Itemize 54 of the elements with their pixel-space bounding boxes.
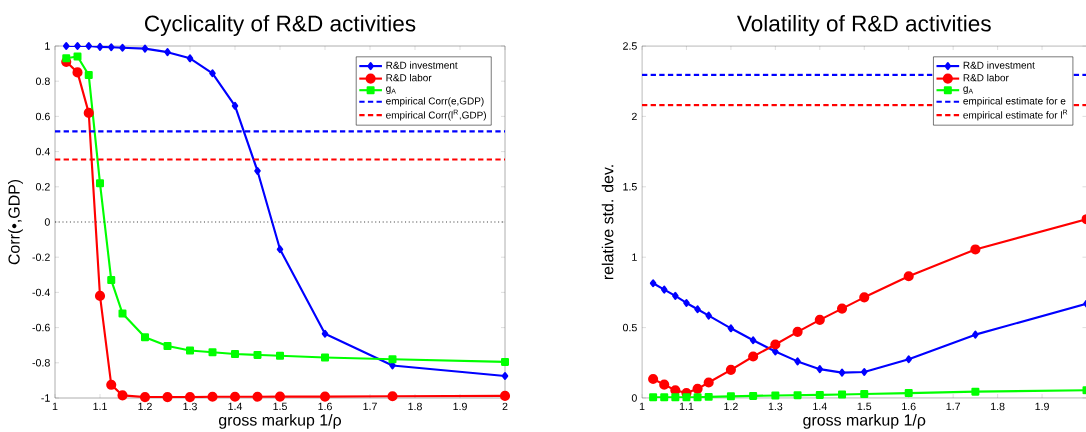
y-axis-title: relative std. dev. <box>601 165 614 280</box>
y-tick-label: 0.6 <box>35 112 50 121</box>
legend-label: empirical Corr(e,GDP) <box>386 97 484 107</box>
y-tick-label: 1 <box>45 42 50 50</box>
y-tick-label: 0 <box>44 218 50 226</box>
x-tick-label: 1.2 <box>724 402 738 411</box>
y-tick-label: -0.8 <box>32 359 50 367</box>
x-tick-label: 1 <box>52 402 58 410</box>
x-tick-label: 2 <box>502 402 508 411</box>
x-tick-label: 1.5 <box>273 402 287 411</box>
legend-label: empirical Corr(l$^{R}$,GDP) <box>386 109 486 121</box>
y-tick-label: 2 <box>631 112 637 121</box>
x-tick-label: 1.4 <box>228 402 243 410</box>
legend-label: g$_{A}$ <box>963 86 974 94</box>
y-tick-label: 1 <box>632 253 637 261</box>
x-tick-label: 1.2 <box>138 402 152 411</box>
x-axis-title: gross markup 1/ρ <box>218 414 342 429</box>
y-tick-label: -0.6 <box>32 323 50 332</box>
y-tick-label: 2.5 <box>623 42 637 50</box>
y-tick-label: 0.2 <box>35 183 50 191</box>
legend-label: R&D labor <box>963 74 1009 82</box>
legend-label: g$_{A}$ <box>386 86 396 94</box>
x-tick-label: 1.7 <box>946 402 961 410</box>
chart-title: Cyclicality of R&D activities <box>145 14 416 36</box>
y-tick-label: 0.5 <box>622 323 637 332</box>
x-tick-label: 1.9 <box>453 402 467 411</box>
y-tick-label: 0 <box>631 394 637 402</box>
x-tick-label: 1.9 <box>1035 402 1049 411</box>
x-tick-label: 1.6 <box>318 402 332 411</box>
y-axis-title: Corr(•,GDP) <box>8 179 23 265</box>
x-axis-title: gross markup 1/ρ <box>803 414 926 429</box>
chart-title: Volatility of R&D activities <box>736 14 991 36</box>
legend-label: R&D investment <box>386 61 458 69</box>
y-tick-label: -1 <box>41 394 50 402</box>
y-tick-label: -0.2 <box>32 253 50 261</box>
x-tick-label: 1.5 <box>857 402 872 411</box>
legend-label: empirical estimate for e <box>963 97 1066 107</box>
y-tick-label: 1.5 <box>623 183 637 191</box>
x-tick-label: 1.8 <box>408 402 422 411</box>
x-tick-label: 1 <box>639 402 645 410</box>
x-tick-label: 1.1 <box>93 402 107 410</box>
x-tick-label: 1.1 <box>679 402 694 410</box>
x-tick-label: 1.7 <box>363 402 377 410</box>
y-tick-label: 0.4 <box>35 147 50 156</box>
x-tick-label: 1.8 <box>991 402 1005 411</box>
x-tick-label: 1.3 <box>183 402 197 411</box>
x-tick-label: 1.4 <box>813 402 827 410</box>
y-tick-label: 0.8 <box>35 77 50 85</box>
legend-label: R&D investment <box>963 61 1035 69</box>
legend-label: empirical estimate for l$^{R}$ <box>963 109 1068 121</box>
x-tick-label: 1.3 <box>768 402 783 411</box>
legend-label: R&D labor <box>386 74 432 82</box>
y-tick-label: -0.4 <box>32 288 50 297</box>
x-tick-label: 1.6 <box>902 402 916 411</box>
